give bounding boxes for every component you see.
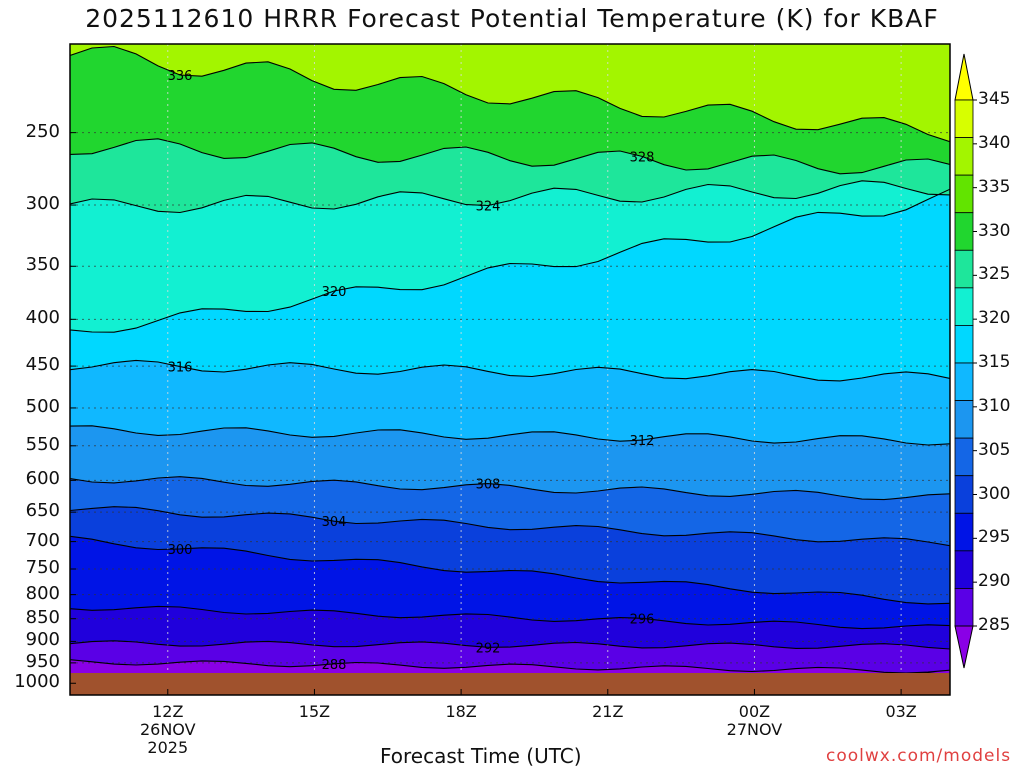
x-tick-label: 21Z (563, 703, 653, 721)
x-tick-date: 27NOV (726, 720, 783, 739)
y-tick-label: 750 (25, 556, 60, 578)
contour-label-288: 288 (322, 658, 347, 673)
colorbar-swatch (954, 475, 974, 514)
y-tick-label: 600 (25, 468, 60, 490)
ground-surface (70, 673, 950, 695)
x-tick-hour: 15Z (298, 702, 331, 721)
x-axis-title: Forecast Time (UTC) (380, 744, 582, 768)
x-tick-label: 12Z 26NOV 2025 (123, 703, 213, 757)
contour-label-324: 324 (476, 200, 501, 215)
colorbar-swatch (954, 550, 974, 589)
y-tick-label: 650 (25, 500, 60, 522)
y-tick-label: 400 (25, 307, 60, 329)
colorbar-swatch (954, 212, 974, 251)
colorbar-label: 300 (978, 483, 1011, 504)
contour-label-320: 320 (322, 285, 347, 300)
isentrope-296 (70, 605, 950, 630)
isentrope-308 (70, 476, 950, 501)
isentrope-316 (70, 359, 950, 382)
colorbar-label: 325 (978, 264, 1011, 285)
colorbar-label: 330 (978, 220, 1011, 241)
y-tick-label: 550 (25, 433, 60, 455)
colorbar-label: 290 (978, 571, 1011, 592)
y-tick-label: 1000 (14, 671, 60, 693)
x-tick-hour: 21Z (592, 702, 624, 721)
colorbar-label: 295 (978, 527, 1011, 548)
y-tick-label: 250 (25, 120, 60, 142)
isentrope-288 (70, 659, 950, 674)
colorbar-label: 345 (978, 89, 1011, 109)
colorbar-swatch (954, 512, 974, 552)
isentrope-324 (70, 180, 950, 214)
isentrope-292 (70, 640, 950, 650)
y-tick-label: 950 (25, 650, 60, 672)
contour-label-296: 296 (630, 612, 655, 627)
colorbar-swatch (954, 99, 974, 138)
x-tick-label: 15Z (269, 703, 359, 721)
colorbar-top-arrow (954, 53, 974, 101)
y-tick-label: 500 (25, 395, 60, 417)
y-tick-label: 900 (25, 629, 60, 651)
x-tick-hour: 12Z (152, 702, 184, 721)
contour-label-308: 308 (476, 478, 501, 493)
y-tick-label: 300 (25, 193, 60, 215)
colorbar-swatch (954, 174, 974, 214)
isentrope-328 (70, 138, 950, 175)
colorbar-label: 340 (978, 132, 1011, 153)
plot-frame (69, 43, 951, 696)
isentrope-312 (70, 425, 950, 446)
y-tick-label: 800 (25, 582, 60, 604)
y-tick-label: 700 (25, 529, 60, 551)
x-tick-hour: 00Z (738, 702, 771, 721)
contour-label-316: 316 (168, 361, 193, 376)
x-tick-date: 26NOV (139, 720, 196, 739)
colorbar-swatch (954, 249, 974, 289)
contour-label-328: 328 (630, 150, 655, 165)
y-tick-label: 450 (25, 354, 60, 376)
colorbar-label: 335 (978, 176, 1011, 197)
x-tick-hour: 18Z (445, 702, 477, 721)
colorbar-swatch (954, 325, 974, 364)
colorbar-label: 315 (978, 352, 1011, 372)
contour-label-292: 292 (476, 641, 501, 656)
colorbar-swatch (954, 588, 974, 627)
colorbar-label: 285 (978, 615, 1011, 635)
chart-title: 2025112610 HRRR Forecast Potential Tempe… (85, 4, 939, 33)
credit-link[interactable]: coolwx.com/models (826, 746, 1012, 766)
isentrope-336 (70, 45, 950, 143)
colorbar-swatch (954, 437, 974, 477)
colorbar-bottom-arrow (954, 625, 974, 669)
colorbar-swatch (954, 287, 974, 326)
colorbar-label: 310 (978, 395, 1011, 416)
colorbar (954, 53, 977, 669)
isentrope-300 (70, 535, 950, 605)
contour-label-336: 336 (168, 69, 193, 84)
x-tick-hour: 03Z (885, 702, 917, 721)
colorbar-label: 320 (978, 308, 1011, 329)
contour-label-300: 300 (168, 543, 193, 558)
x-tick-label: 18Z (416, 703, 506, 721)
theta-fill-bands (70, 44, 950, 695)
isentrope-304 (70, 506, 950, 547)
x-tick-label: 03Z (856, 703, 946, 721)
colorbar-swatch (954, 362, 974, 401)
y-tick-label: 850 (25, 606, 60, 628)
x-tick-year: 2025 (147, 738, 189, 757)
contour-label-312: 312 (630, 434, 655, 449)
colorbar-swatch (954, 137, 974, 176)
contour-label-304: 304 (322, 515, 347, 530)
colorbar-label: 305 (978, 439, 1011, 460)
colorbar-swatch (954, 400, 974, 439)
y-tick-label: 350 (25, 254, 60, 276)
isentrope-320 (70, 188, 950, 333)
axis-ticks (70, 132, 902, 695)
x-tick-label: 00Z 27NOV (709, 703, 799, 739)
